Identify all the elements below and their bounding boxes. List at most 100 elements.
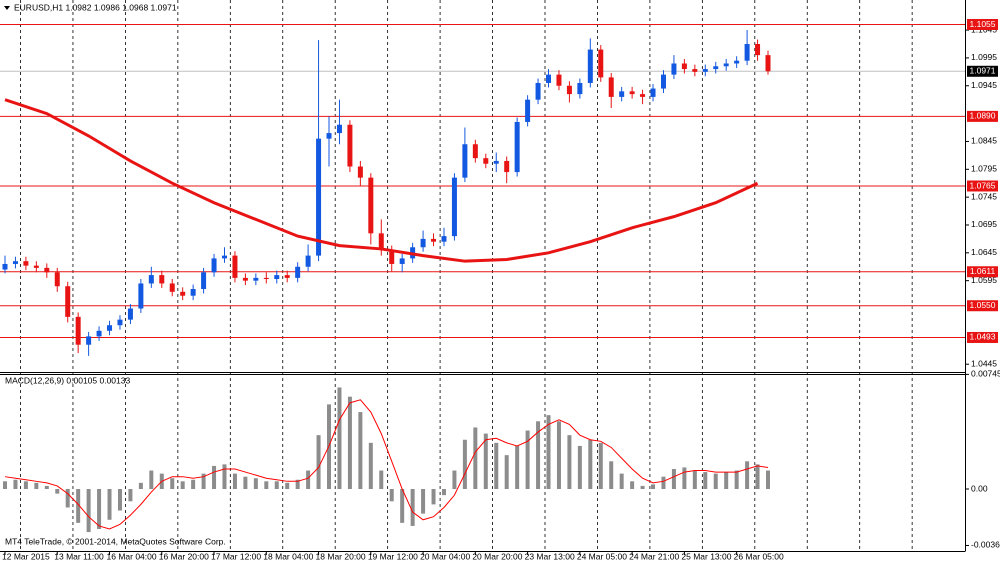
- last-price-box: [967, 65, 998, 77]
- candle-body: [54, 272, 60, 287]
- level-label: 1.0890: [970, 111, 996, 121]
- candle-body: [201, 272, 207, 290]
- macd-bar: [630, 481, 635, 489]
- level-label-box: [967, 331, 998, 343]
- candle-body: [316, 138, 322, 256]
- candle-body: [232, 255, 238, 278]
- macd-bar: [264, 481, 269, 489]
- candle-body: [86, 336, 92, 345]
- candle-body: [211, 258, 217, 273]
- candle-body: [357, 166, 363, 178]
- y-tick-label: 0.00: [971, 483, 988, 493]
- macd-bar: [128, 489, 133, 502]
- y-tick-label: 1.0995: [971, 52, 997, 62]
- candle-body: [242, 277, 248, 281]
- x-tick-label: 20 Mar 20:00: [472, 551, 522, 561]
- x-tick-label: 12 Mar 2015: [2, 551, 50, 561]
- candle-body: [190, 289, 196, 296]
- candle-body: [117, 319, 123, 326]
- x-tick-label: 17 Mar 12:00: [211, 551, 261, 561]
- candle-body: [587, 49, 593, 83]
- candle-body: [472, 144, 478, 159]
- level-label: 1.0550: [970, 300, 996, 310]
- macd-bar: [34, 482, 39, 489]
- level-label-box: [967, 19, 998, 31]
- macd-bar: [682, 467, 687, 489]
- candle-body: [765, 55, 771, 72]
- candle-body: [525, 99, 531, 122]
- candle-body: [431, 238, 437, 242]
- macd-bar: [651, 484, 656, 489]
- y-tick-label: 1.0945: [971, 80, 997, 90]
- candle-body: [138, 283, 144, 309]
- macd-bar: [379, 470, 384, 489]
- macd-bar: [368, 442, 373, 489]
- candle-body: [723, 63, 729, 67]
- macd-bar: [598, 442, 603, 489]
- level-label: 1.0611: [970, 266, 996, 276]
- macd-bar: [577, 445, 582, 489]
- candle-body: [692, 69, 698, 72]
- candle-body: [284, 275, 290, 278]
- macd-bar: [609, 461, 614, 489]
- candle-body: [713, 66, 719, 70]
- macd-bar: [692, 470, 697, 489]
- macd-bar: [13, 479, 18, 489]
- candle-body: [702, 69, 708, 72]
- candle-body: [546, 74, 552, 83]
- level-label-box: [967, 300, 998, 312]
- macd-bar: [358, 412, 363, 489]
- macd-bar: [170, 478, 175, 489]
- x-tick-label: 24 Mar 05:00: [577, 551, 627, 561]
- candle-body: [598, 49, 604, 78]
- menu-arrow[interactable]: [4, 6, 10, 10]
- macd-bar: [306, 470, 311, 489]
- candle-body: [263, 277, 269, 279]
- candle-body: [535, 82, 541, 100]
- macd-bar: [494, 442, 499, 489]
- macd-bar: [400, 489, 405, 523]
- candle-body: [441, 236, 447, 242]
- candle-body: [577, 82, 583, 95]
- candle-body: [629, 91, 635, 95]
- candle-body: [399, 258, 405, 264]
- macd-bar: [703, 472, 708, 489]
- macd-bar: [536, 421, 541, 489]
- macd-bar: [452, 470, 457, 489]
- candle-body: [148, 275, 154, 284]
- level-label: 1.0765: [970, 180, 996, 190]
- macd-bar: [462, 439, 467, 489]
- x-tick-label: 18 Mar 20:00: [316, 551, 366, 561]
- macd-bar: [556, 421, 561, 489]
- candle-body: [755, 43, 761, 56]
- x-tick-label: 26 Mar 05:00: [734, 551, 784, 561]
- x-tick-label: 18 Mar 04:00: [263, 551, 313, 561]
- candle-body: [671, 63, 677, 75]
- candle-body: [734, 60, 740, 64]
- macd-bar: [421, 489, 426, 514]
- macd-bar: [86, 489, 91, 533]
- candle-body: [127, 308, 133, 320]
- level-label-box: [967, 180, 998, 192]
- macd-bar: [55, 489, 60, 494]
- candle-body: [451, 177, 457, 237]
- last-price-label: 1.0971: [970, 66, 996, 76]
- candle-body: [96, 330, 102, 337]
- macd-bar: [410, 489, 415, 526]
- macd-bar: [295, 479, 300, 489]
- candle-body: [274, 275, 280, 279]
- level-label: 1.1055: [970, 19, 996, 29]
- macd-bar: [243, 476, 248, 489]
- candle-body: [608, 77, 614, 97]
- candle-body: [107, 325, 113, 331]
- chart-title: EURUSD,H1 1.0982 1.0986 1.0968 1.0971: [14, 2, 177, 12]
- candle-body: [619, 91, 625, 97]
- macd-bar: [180, 481, 185, 489]
- candle-body: [44, 267, 50, 273]
- grid: [20, 0, 913, 551]
- macd-bar: [588, 439, 593, 489]
- x-tick-label: 16 Mar 20:00: [159, 551, 209, 561]
- candle-body: [221, 255, 227, 259]
